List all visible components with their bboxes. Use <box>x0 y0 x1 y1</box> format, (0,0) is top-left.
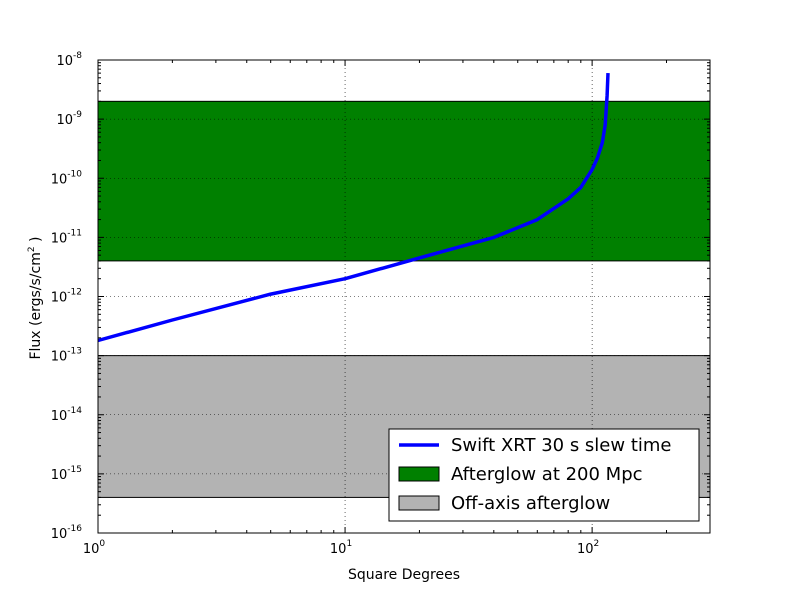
x-tick-label: 102 <box>577 539 599 557</box>
y-tick-label-base: 10 <box>51 231 68 246</box>
y-tick-label-exp: -13 <box>67 347 82 357</box>
y-tick-label: 10-8 <box>56 51 82 69</box>
y-tick-label: 10-9 <box>56 110 82 128</box>
y-tick-label-exp: -9 <box>73 110 82 120</box>
x-tick-label: 101 <box>330 539 352 557</box>
y-tick-label-base: 10 <box>51 291 68 306</box>
tick-labels-layer: 100 101 10210-1610-1510-1410-1310-1210-111… <box>51 51 600 557</box>
y-tick-label: 10-11 <box>51 228 82 246</box>
y-tick-label: 10-10 <box>51 169 83 187</box>
y-tick-label-base: 10 <box>51 350 68 365</box>
y-tick-label-base: 10 <box>51 409 68 424</box>
series-layer <box>97 73 610 343</box>
x-axis-title: Square Degrees <box>348 567 460 583</box>
y-axis-title-sup: 2 <box>27 246 37 252</box>
y-tick-label-base: 10 <box>51 527 68 542</box>
legend-swatch-patch <box>398 466 440 482</box>
y-tick-label: 10-12 <box>51 288 82 306</box>
x-tick-label-exp: 1 <box>346 539 352 549</box>
x-tick-label-exp: 2 <box>594 539 600 549</box>
series-line-0 <box>97 73 610 343</box>
y-tick-label-exp: -11 <box>67 228 82 238</box>
legend-label: Afterglow at 200 Mpc <box>451 464 643 485</box>
legend-box <box>388 428 700 522</box>
x-tick-label-base: 10 <box>330 542 347 557</box>
x-tick-label: 100 <box>83 539 106 557</box>
band-0 <box>97 100 711 262</box>
y-axis-title: Flux (ergs/s/cm2 ) <box>27 236 44 359</box>
y-tick-label-exp: -14 <box>67 406 82 416</box>
y-tick-label: 10-16 <box>51 524 83 542</box>
ticks-layer <box>97 59 711 534</box>
y-axis-title-close: ) <box>28 236 44 246</box>
y-tick-label-base: 10 <box>56 113 73 128</box>
y-tick-label-base: 10 <box>51 468 68 483</box>
legend-swatch-patch <box>398 495 440 511</box>
x-tick-label-exp: 0 <box>99 539 105 549</box>
y-tick-label-exp: -12 <box>67 288 82 298</box>
y-tick-label-exp: -16 <box>67 524 82 534</box>
y-tick-label: 10-13 <box>51 347 82 365</box>
y-tick-label: 10-14 <box>51 406 83 424</box>
y-axis-title-main: Flux (ergs/s/cm <box>28 252 44 359</box>
y-tick-label-exp: -15 <box>67 465 82 475</box>
y-tick-label-exp: -8 <box>73 51 82 61</box>
y-tick-label-exp: -10 <box>67 169 82 179</box>
legend-label: Off-axis afterglow <box>451 493 610 514</box>
legend-label: Swift XRT 30 s slew time <box>451 435 671 456</box>
y-tick-label-base: 10 <box>51 172 68 187</box>
grid-layer <box>98 60 710 533</box>
y-tick-label: 10-15 <box>51 465 82 483</box>
x-tick-label-base: 10 <box>577 542 594 557</box>
y-tick-label-base: 10 <box>56 54 73 69</box>
legend: Swift XRT 30 s slew time Afterglow at 200… <box>388 428 700 522</box>
x-tick-label-base: 10 <box>83 542 100 557</box>
